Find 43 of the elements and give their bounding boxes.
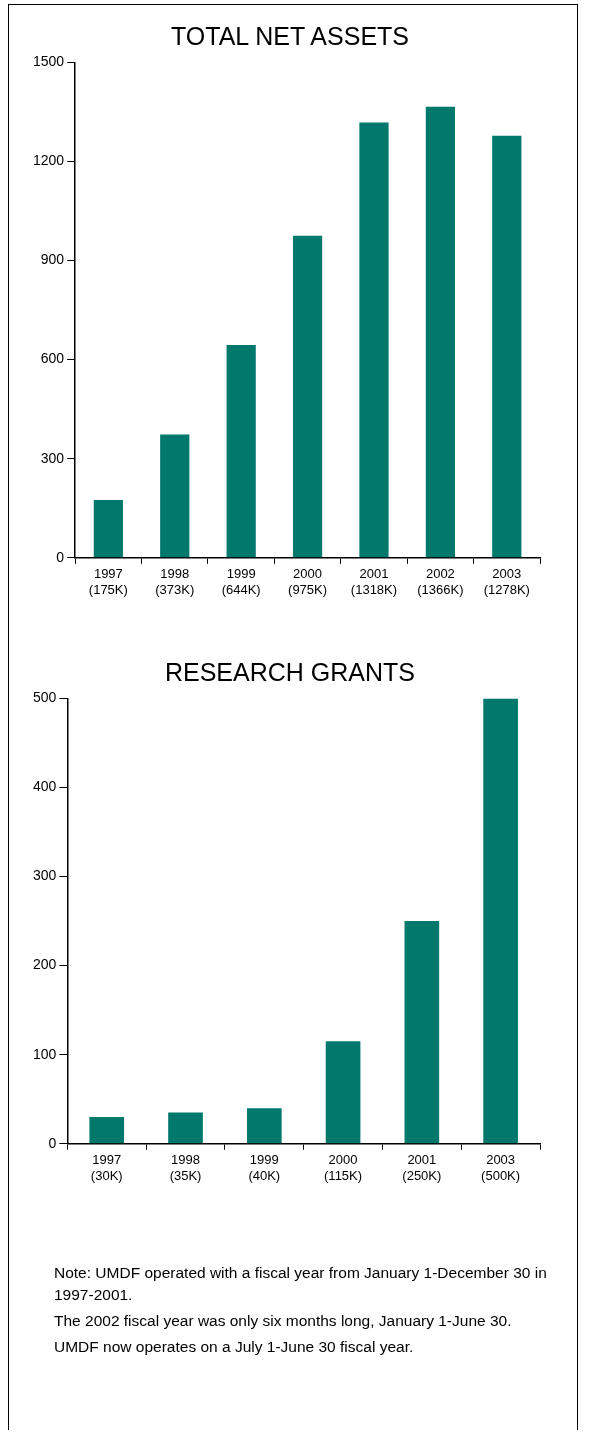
- x-tick-label: 1998 (35K): [169, 1152, 202, 1183]
- bar: [168, 1112, 203, 1144]
- x-tick-label: 1997 (175K): [88, 566, 128, 597]
- x-tick-label: 2003 (500K): [481, 1152, 521, 1183]
- y-tick-label: 300: [33, 867, 57, 884]
- y-tick-label: 600: [40, 350, 65, 367]
- y-tick-label: 0: [48, 1134, 57, 1151]
- y-tick-label: 900: [40, 251, 65, 268]
- bar: [226, 345, 256, 558]
- text: Note: UMDF operated with a fiscal year from January 1-December 30 in 1997-2001.: [54, 1263, 548, 1305]
- chart-title: RESEARCH GRANTS: [163, 658, 416, 687]
- bar: [404, 921, 440, 1144]
- bar: [425, 106, 455, 558]
- y-tick-label: 300: [40, 449, 65, 466]
- bar: [93, 500, 123, 558]
- y-tick-label: 0: [56, 548, 65, 565]
- y-tick-label: 200: [33, 956, 57, 973]
- x-tick-label: 1998 (373K): [155, 566, 195, 597]
- x-tick-label: 2000 (975K): [288, 566, 328, 597]
- x-tick-label: 1999 (40K): [248, 1152, 281, 1183]
- bar: [292, 235, 323, 558]
- bar: [246, 1108, 282, 1144]
- x-tick-label: 2001 (250K): [402, 1152, 442, 1183]
- bar: [325, 1041, 361, 1144]
- bar: [492, 135, 522, 558]
- x-tick-label: 1997 (30K): [90, 1152, 123, 1183]
- bar: [483, 698, 518, 1144]
- y-tick-label: 500: [33, 689, 57, 706]
- x-tick-label: 1999 (644K): [221, 566, 261, 597]
- text: The 2002 fiscal year was only six months long, January 1-June 30.: [54, 1311, 513, 1331]
- x-tick-label: 2000 (115K): [324, 1152, 363, 1183]
- y-tick-label: 400: [33, 778, 57, 795]
- bar: [160, 434, 190, 558]
- y-tick-label: 1500: [32, 53, 65, 70]
- chart-title: TOTAL NET ASSETS: [169, 22, 410, 51]
- x-tick-label: 2003 (1278K): [483, 566, 530, 597]
- y-tick-label: 1200: [32, 152, 65, 169]
- bar: [359, 122, 389, 558]
- bar: [89, 1117, 125, 1144]
- x-tick-label: 2001 (1318K): [350, 566, 398, 597]
- x-tick-label: 2002 (1366K): [417, 566, 464, 597]
- text: UMDF now operates on a July 1-June 30 fiscal year.: [54, 1337, 415, 1357]
- y-tick-label: 100: [33, 1045, 57, 1062]
